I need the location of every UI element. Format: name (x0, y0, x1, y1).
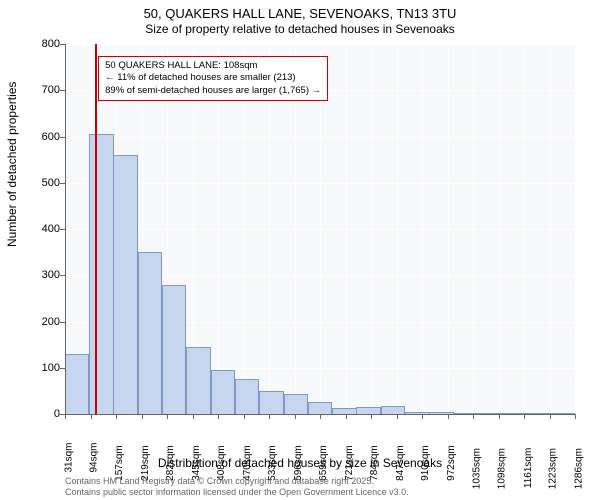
y-tick-label: 500 (30, 177, 60, 189)
chart-title-main: 50, QUAKERS HALL LANE, SEVENOAKS, TN13 3… (0, 6, 600, 21)
annotation-line-3: 89% of semi-detached houses are larger (… (105, 85, 321, 97)
x-tick (167, 414, 168, 419)
histogram-bar (113, 155, 137, 414)
y-tick (60, 44, 65, 45)
grid-line-vertical (550, 44, 551, 414)
histogram-bar (381, 406, 405, 414)
x-tick (116, 414, 117, 419)
y-tick-label: 0 (30, 408, 60, 420)
x-tick (473, 414, 474, 419)
plot-area: 50 QUAKERS HALL LANE: 108sqm← 11% of det… (65, 44, 575, 414)
y-tick (60, 183, 65, 184)
y-tick (60, 368, 65, 369)
x-tick (371, 414, 372, 419)
x-tick (193, 414, 194, 419)
x-tick (65, 414, 66, 419)
histogram-bar (259, 391, 283, 414)
y-tick-label: 400 (30, 223, 60, 235)
x-tick (91, 414, 92, 419)
y-tick (60, 137, 65, 138)
reference-line (95, 44, 97, 414)
y-tick-label: 200 (30, 316, 60, 328)
y-tick-label: 100 (30, 362, 60, 374)
histogram-bar (284, 394, 308, 414)
x-tick (422, 414, 423, 419)
y-axis-line (65, 44, 66, 414)
histogram-bar (235, 379, 259, 414)
y-tick-label: 300 (30, 269, 60, 281)
y-axis-label: Number of detached properties (5, 82, 19, 247)
histogram-bar (356, 407, 380, 414)
histogram-bar (162, 285, 186, 415)
grid-line-vertical (575, 44, 576, 414)
x-tick (524, 414, 525, 419)
y-tick-label: 700 (30, 84, 60, 96)
footer-line-1: Contains HM Land Registry data © Crown c… (65, 476, 409, 487)
x-tick (269, 414, 270, 419)
histogram-bar (211, 370, 235, 414)
x-tick (499, 414, 500, 419)
grid-line-vertical (473, 44, 474, 414)
x-tick (218, 414, 219, 419)
x-tick (550, 414, 551, 419)
grid-line-vertical (346, 44, 347, 414)
histogram-bar (308, 402, 332, 414)
y-tick (60, 229, 65, 230)
x-axis-label: Distribution of detached houses by size … (0, 456, 600, 470)
x-tick (295, 414, 296, 419)
y-tick (60, 275, 65, 276)
x-tick (244, 414, 245, 419)
y-tick-label: 800 (30, 38, 60, 50)
footer-attribution: Contains HM Land Registry data © Crown c… (65, 476, 409, 498)
footer-line-2: Contains public sector information licen… (65, 487, 409, 498)
y-tick (60, 322, 65, 323)
y-tick-label: 600 (30, 131, 60, 143)
chart-container: 50, QUAKERS HALL LANE, SEVENOAKS, TN13 3… (0, 0, 600, 500)
histogram-bar (89, 134, 113, 414)
grid-line-vertical (397, 44, 398, 414)
x-tick (448, 414, 449, 419)
grid-line-vertical (524, 44, 525, 414)
chart-title-sub: Size of property relative to detached ho… (0, 22, 600, 36)
annotation-line-1: 50 QUAKERS HALL LANE: 108sqm (105, 60, 321, 72)
annotation-box: 50 QUAKERS HALL LANE: 108sqm← 11% of det… (98, 56, 328, 101)
x-tick (397, 414, 398, 419)
histogram-bar (186, 347, 210, 414)
y-tick (60, 90, 65, 91)
grid-line-vertical (422, 44, 423, 414)
x-tick (575, 414, 576, 419)
histogram-bar (65, 354, 89, 414)
grid-line-vertical (448, 44, 449, 414)
x-tick (142, 414, 143, 419)
annotation-line-2: ← 11% of detached houses are smaller (21… (105, 72, 321, 84)
x-tick (346, 414, 347, 419)
grid-line-vertical (499, 44, 500, 414)
histogram-bar (138, 252, 162, 414)
grid-line-vertical (371, 44, 372, 414)
x-tick (320, 414, 321, 419)
